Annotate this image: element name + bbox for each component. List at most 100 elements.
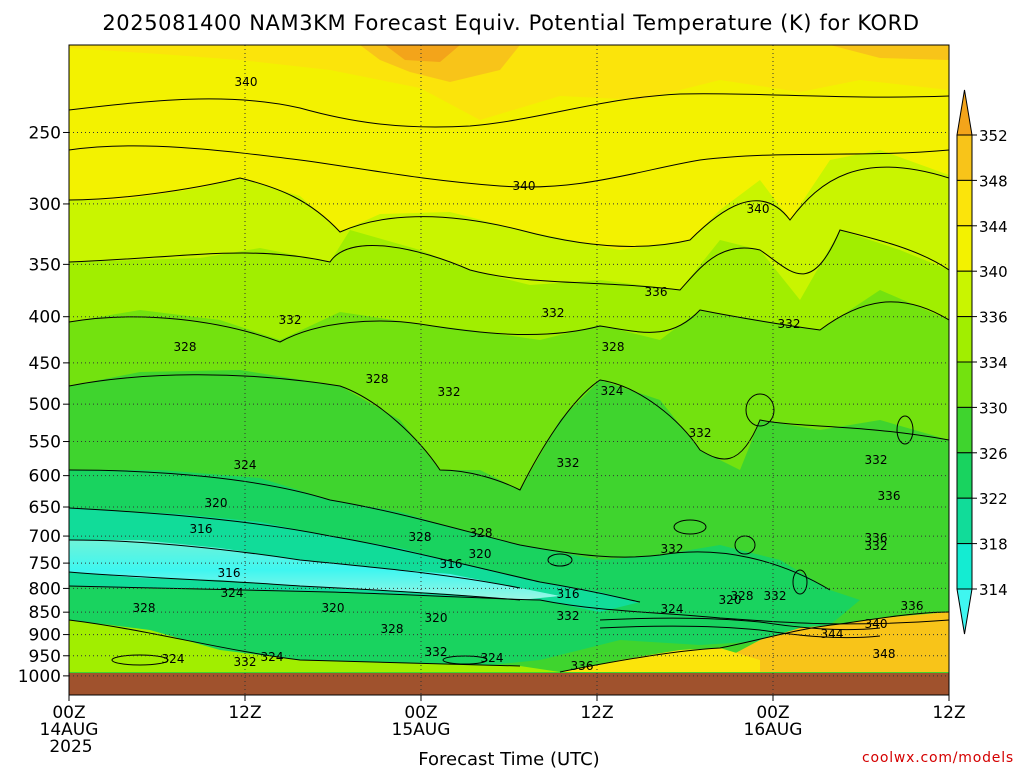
contour-label: 324 [481, 651, 504, 665]
colorbar-arrow-top [956, 89, 973, 136]
contour-label: 324 [221, 586, 244, 600]
contour-label: 332 [661, 542, 684, 556]
x-tick-label: 15AUG [392, 720, 451, 740]
contour-label: 336 [878, 489, 901, 503]
colorbar-label: 348 [979, 172, 1008, 190]
theta-e-field [69, 45, 949, 695]
y-tick-label: 350 [29, 255, 61, 275]
colorbar-swatch [956, 270, 973, 318]
x-tick-label: 14AUG [40, 720, 99, 740]
field-band-348 [360, 45, 949, 82]
y-tick-label: 250 [29, 123, 61, 143]
y-tick-label: 950 [29, 647, 61, 667]
colorbar-swatch [956, 225, 973, 272]
contour-label: 336 [645, 285, 668, 299]
contour-label: 324 [661, 602, 684, 616]
ground-layer [69, 673, 949, 695]
contour-label: 328 [366, 372, 389, 386]
colorbar-swatch [956, 361, 973, 408]
contour-label: 332 [542, 306, 565, 320]
x-tick-label: 12Z [932, 703, 965, 723]
contour-label: 328 [381, 622, 404, 636]
contour-label: 332 [557, 609, 580, 623]
contour-label: 336 [901, 599, 924, 613]
y-tick-label: 300 [29, 195, 61, 215]
contour-label: 324 [261, 650, 284, 664]
contour-label: 344 [821, 627, 844, 641]
x-tick-label: 2025 [49, 737, 92, 757]
field-band-lower-warm-2 [560, 648, 760, 672]
y-tick-label: 700 [29, 527, 61, 547]
y-axis: 250 300 350 400 450 500 550 600 650 700 750 800 850 9… [18, 123, 69, 687]
contour-label: 332 [438, 385, 461, 399]
y-tick-label: 500 [29, 395, 61, 415]
contour-label: 324 [234, 458, 257, 472]
grid-lines [69, 45, 949, 695]
colorbar-swatch [956, 179, 973, 227]
colorbar-label: 314 [979, 581, 1008, 599]
contour-label: 332 [425, 645, 448, 659]
colorbar-arrow-bottom [956, 588, 973, 635]
contour-label: 332 [865, 539, 888, 553]
colorbar-swatch [956, 316, 973, 363]
x-axis-label: Forecast Time (UTC) [418, 749, 599, 768]
colorbar-swatch [956, 406, 973, 454]
contour-label: 320 [425, 611, 448, 625]
y-tick-label: 800 [29, 579, 61, 599]
colorbar-label: 322 [979, 490, 1008, 508]
colorbar-swatch [956, 497, 973, 545]
y-tick-label: 550 [29, 433, 61, 453]
contour-label: 332 [778, 317, 801, 331]
y-tick-label: 450 [29, 354, 61, 374]
colorbar-label: 336 [979, 309, 1008, 327]
credit-text: coolwx.com/models [862, 750, 1014, 766]
field-band-344 [69, 45, 949, 120]
contour-label: 336 [865, 531, 888, 545]
contour-label: 340 [513, 179, 536, 193]
contour-label: 328 [174, 340, 197, 354]
x-tick-label: 16AUG [744, 720, 803, 740]
contour-label: 328 [602, 340, 625, 354]
x-tick-label: 00Z [756, 703, 789, 723]
colorbar-swatch [956, 452, 973, 499]
field-band-lower-warm [700, 612, 949, 672]
y-tick-label: 600 [29, 467, 61, 487]
x-tick-label: 12Z [228, 703, 261, 723]
contour-label: 320 [205, 496, 228, 510]
colorbar-label: 330 [979, 399, 1008, 417]
contour-label: 328 [731, 589, 754, 603]
contour-lines [69, 93, 949, 673]
y-tick-label: 850 [29, 603, 61, 623]
colorbar-label: 340 [979, 263, 1008, 281]
y-tick-label: 900 [29, 626, 61, 646]
contour-label: 332 [764, 589, 787, 603]
colorbar-swatch [956, 134, 973, 181]
x-tick-label: 12Z [580, 703, 613, 723]
contour-label: 324 [601, 384, 624, 398]
contour-label: 324 [162, 652, 185, 666]
chart-title: 2025081400 NAM3KM Forecast Equiv. Potent… [102, 11, 919, 35]
field-band-314 [69, 540, 560, 600]
y-tick-label: 750 [29, 554, 61, 574]
contour-label: 340 [865, 617, 888, 631]
contour-label: 332 [234, 655, 257, 669]
contour-label: 340 [747, 202, 770, 216]
field-band-352 [385, 45, 460, 62]
contour-label: 320 [322, 601, 345, 615]
field-band-lower-mid [69, 620, 560, 672]
contour-label: 328 [409, 530, 432, 544]
contour-label: 316 [440, 557, 463, 571]
y-tick-label: 650 [29, 498, 61, 518]
contour-label: 316 [190, 522, 213, 536]
y-tick-label: 400 [29, 308, 61, 328]
contour-label: 348 [873, 647, 896, 661]
plot-frame [68, 44, 950, 696]
contour-label: 332 [865, 453, 888, 467]
colorbar-label: 344 [979, 218, 1008, 236]
contour-label: 336 [571, 659, 594, 673]
contour-label: 320 [719, 593, 742, 607]
colorbar: 352 348 344 340 336 334 330 326 322 318 314 [956, 89, 1008, 635]
